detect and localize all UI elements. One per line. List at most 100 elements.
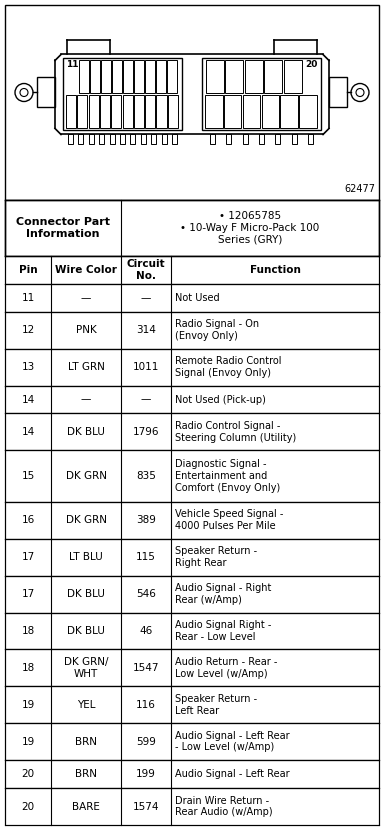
Bar [145, 61, 154, 94]
Text: 13: 13 [22, 362, 35, 372]
Text: Remote Radio Control
Signal (Envoy Only): Remote Radio Control Signal (Envoy Only) [175, 356, 281, 378]
Text: DK BLU: DK BLU [67, 589, 105, 599]
Bar [284, 61, 301, 94]
Bar [63, 58, 182, 130]
Text: 46: 46 [139, 626, 152, 636]
Text: 19: 19 [22, 737, 35, 747]
Bar [77, 95, 88, 129]
Text: Audio Signal - Left Rear: Audio Signal - Left Rear [175, 769, 290, 779]
Text: DK GRN: DK GRN [66, 515, 106, 525]
Bar [205, 95, 223, 129]
Bar [134, 95, 144, 129]
Bar [156, 95, 167, 129]
Bar [308, 134, 313, 144]
Bar [66, 95, 76, 129]
Bar [206, 61, 224, 94]
Text: 15: 15 [22, 471, 35, 481]
Text: LT BLU: LT BLU [69, 552, 103, 562]
Text: Diagnostic Signal -
Entertainment and
Comfort (Envoy Only): Diagnostic Signal - Entertainment and Co… [175, 460, 280, 493]
Bar [5, 349, 379, 386]
Bar [99, 134, 104, 144]
Bar [112, 61, 121, 94]
Bar [89, 95, 99, 129]
Text: 1547: 1547 [133, 663, 159, 673]
Text: 11: 11 [22, 293, 35, 303]
Text: 599: 599 [136, 737, 156, 747]
Bar [172, 134, 177, 144]
Bar [89, 134, 94, 144]
Text: DK GRN/
WHT: DK GRN/ WHT [64, 657, 108, 679]
Circle shape [356, 89, 364, 96]
Bar [245, 61, 263, 94]
Text: 1574: 1574 [133, 802, 159, 812]
Bar [5, 5, 379, 200]
Text: DK BLU: DK BLU [67, 427, 105, 437]
Bar [145, 95, 155, 129]
Bar [210, 134, 215, 144]
Text: —: — [141, 293, 151, 303]
Bar [68, 134, 73, 144]
Text: • 12065785
• 10-Way F Micro-Pack 100
Series (GRY): • 12065785 • 10-Way F Micro-Pack 100 Ser… [180, 212, 319, 245]
Circle shape [20, 89, 28, 96]
Text: 14: 14 [22, 427, 35, 437]
Text: Audio Return - Rear -
Low Level (w/Amp): Audio Return - Rear - Low Level (w/Amp) [175, 657, 277, 679]
Bar [5, 386, 379, 413]
Text: Speaker Return -
Right Rear: Speaker Return - Right Rear [175, 546, 257, 568]
Text: Not Used (Pick-up): Not Used (Pick-up) [175, 394, 266, 404]
Bar [168, 95, 178, 129]
Text: Not Used: Not Used [175, 293, 220, 303]
Text: —: — [81, 293, 91, 303]
Text: 389: 389 [136, 515, 156, 525]
Bar [100, 95, 110, 129]
Bar [151, 134, 156, 144]
Bar [5, 451, 379, 502]
Bar [225, 61, 243, 94]
Bar [264, 61, 282, 94]
Text: 20: 20 [22, 802, 35, 812]
Bar [5, 723, 379, 760]
Text: Function: Function [250, 265, 300, 275]
Bar [5, 284, 379, 312]
Text: Audio Signal - Left Rear
- Low Level (w/Amp): Audio Signal - Left Rear - Low Level (w/… [175, 731, 290, 753]
Text: 17: 17 [22, 589, 35, 599]
Bar [5, 686, 379, 723]
Bar [123, 61, 132, 94]
Bar [259, 134, 264, 144]
Bar [5, 649, 379, 686]
Text: Circuit
No.: Circuit No. [127, 259, 166, 281]
Bar [329, 77, 347, 108]
Circle shape [351, 84, 369, 101]
Bar [122, 95, 132, 129]
Text: 546: 546 [136, 589, 156, 599]
Bar [5, 413, 379, 451]
Text: Pin: Pin [19, 265, 37, 275]
Bar [162, 134, 167, 144]
Text: Connector Part
Information: Connector Part Information [16, 217, 110, 239]
Text: YEL: YEL [77, 700, 95, 710]
Text: 116: 116 [136, 700, 156, 710]
Bar [134, 61, 144, 94]
Text: Wire Color: Wire Color [55, 265, 117, 275]
Bar [141, 134, 146, 144]
Bar [167, 61, 177, 94]
Bar [109, 134, 114, 144]
Text: DK BLU: DK BLU [67, 626, 105, 636]
Text: Radio Control Signal -
Steering Column (Utility): Radio Control Signal - Steering Column (… [175, 421, 296, 442]
Text: Vehicle Speed Signal -
4000 Pulses Per Mile: Vehicle Speed Signal - 4000 Pulses Per M… [175, 510, 283, 531]
Text: DK GRN: DK GRN [66, 471, 106, 481]
Text: 18: 18 [22, 663, 35, 673]
Bar [78, 134, 83, 144]
Bar [79, 61, 88, 94]
Bar [5, 200, 379, 256]
Text: 11: 11 [66, 61, 78, 70]
Bar [275, 134, 280, 144]
Text: 19: 19 [22, 700, 35, 710]
Text: BRN: BRN [75, 769, 97, 779]
Text: —: — [81, 394, 91, 404]
Text: 18: 18 [22, 626, 35, 636]
Text: BRN: BRN [75, 737, 97, 747]
Text: 1796: 1796 [133, 427, 159, 437]
Text: 14: 14 [22, 394, 35, 404]
Text: —: — [141, 394, 151, 404]
Text: 20: 20 [22, 769, 35, 779]
